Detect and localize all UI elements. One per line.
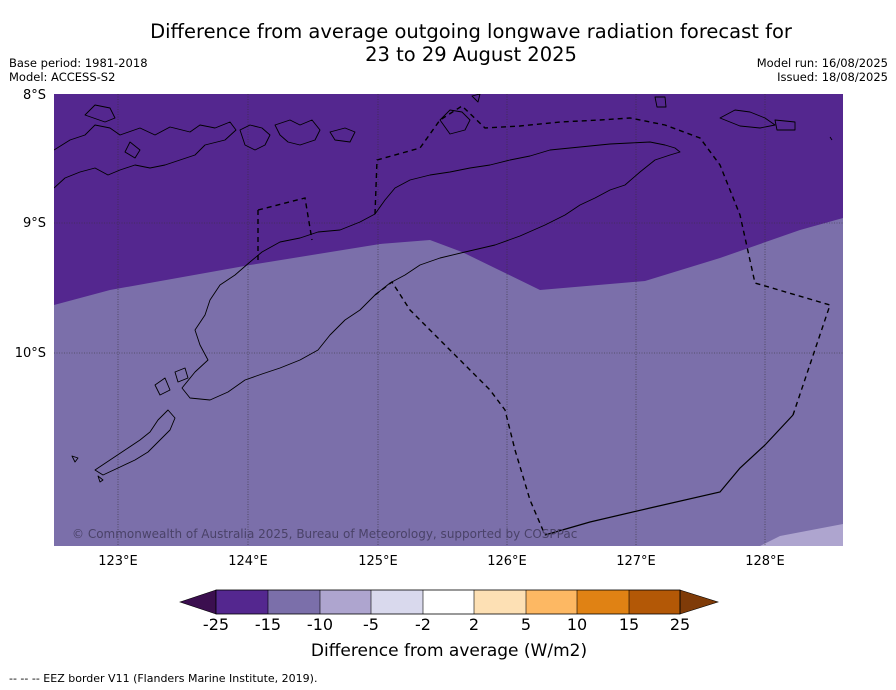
colorbar-swatch-4 bbox=[371, 590, 423, 614]
eez-border bbox=[257, 105, 831, 536]
eez-border-solid bbox=[544, 414, 794, 536]
colorbar-tick: 25 bbox=[670, 615, 690, 634]
model-run-date: Model run: 16/08/2025 bbox=[756, 56, 888, 70]
coastline-islet-j bbox=[97, 475, 104, 483]
colorbar-tick: -2 bbox=[415, 615, 431, 634]
anomaly-field-weak bbox=[760, 524, 843, 546]
coastline-flores bbox=[54, 121, 237, 189]
eez-footnote: -- -- -- EEZ border V11 (Flanders Marine… bbox=[9, 672, 318, 685]
colorbar-tick: 10 bbox=[567, 615, 587, 634]
model-name: Model: ACCESS-S2 bbox=[9, 70, 116, 84]
colorbar-tick: -5 bbox=[363, 615, 379, 634]
colorbar-swatch-7 bbox=[526, 590, 577, 614]
coastline-islet-d bbox=[329, 127, 356, 143]
coastline-islet-b bbox=[124, 141, 141, 159]
colorbar-arrow-high bbox=[679, 589, 719, 615]
lon-label-128e: 128°E bbox=[745, 554, 785, 569]
coastline-islet-h bbox=[829, 136, 833, 141]
eez-segment-north bbox=[374, 105, 831, 416]
colorbar: -25 -15 -10 -5 -2 2 5 10 15 25 bbox=[179, 589, 719, 634]
coastline-sawu bbox=[174, 367, 189, 383]
coastlines bbox=[54, 94, 833, 483]
model-info: Base period: 1981-2018 Model: ACCESS-S2 bbox=[9, 56, 148, 84]
colorbar-tick: -25 bbox=[203, 615, 229, 634]
colorbar-swatch-2 bbox=[268, 590, 320, 614]
anomaly-field-strong bbox=[54, 94, 843, 305]
coastline-rote bbox=[154, 377, 171, 396]
coastline-islet-c bbox=[239, 124, 271, 151]
coastline-islet-a bbox=[84, 104, 116, 123]
coastline-alor bbox=[274, 119, 321, 146]
issued-date: Issued: 18/08/2025 bbox=[777, 70, 888, 84]
base-period: Base period: 1981-2018 bbox=[9, 56, 148, 70]
run-info: Model run: 16/08/2025 Issued: 18/08/2025 bbox=[757, 56, 888, 84]
colorbar-dividers bbox=[267, 590, 630, 614]
graticule bbox=[54, 94, 843, 546]
coastline-babar bbox=[719, 109, 776, 129]
lon-label-123e: 123°E bbox=[98, 554, 138, 569]
lat-label-10s: 10°S bbox=[15, 346, 46, 361]
colorbar-tick: 15 bbox=[619, 615, 639, 634]
lon-label-126e: 126°E bbox=[487, 554, 527, 569]
colorbar-tick: -15 bbox=[255, 615, 281, 634]
colorbar-ticks: -25 -15 -10 -5 -2 2 5 10 15 25 bbox=[203, 615, 690, 634]
title-line-1: Difference from average outgoing longwav… bbox=[150, 20, 792, 43]
map-title: Difference from average outgoing longwav… bbox=[100, 20, 842, 66]
lat-label-8s: 8°S bbox=[23, 88, 46, 103]
coastline-sumba bbox=[94, 409, 176, 476]
lat-label-9s: 9°S bbox=[23, 216, 46, 231]
lon-label-125e: 125°E bbox=[358, 554, 398, 569]
lon-label-124e: 124°E bbox=[228, 554, 268, 569]
title-line-2: 23 to 29 August 2025 bbox=[365, 43, 577, 66]
colorbar-label: Difference from average (W/m2) bbox=[310, 641, 588, 661]
coastline-timor-south bbox=[181, 261, 376, 401]
coastline-islet-f bbox=[654, 96, 667, 108]
coastline-islet-i bbox=[71, 455, 79, 463]
longitude-labels: 123°E 124°E 125°E 126°E 127°E 128°E bbox=[98, 554, 785, 569]
coastline-islet-g bbox=[774, 119, 796, 131]
colorbar-swatch-5 bbox=[423, 590, 474, 614]
colorbar-swatch-6 bbox=[474, 590, 526, 614]
colorbar-swatch-1 bbox=[216, 590, 268, 614]
colorbar-swatch-9 bbox=[629, 590, 680, 614]
eez-segment-south-west bbox=[374, 280, 546, 536]
colorbar-arrow-low bbox=[179, 589, 217, 615]
lon-label-127e: 127°E bbox=[616, 554, 656, 569]
coastline-islet-e bbox=[471, 94, 481, 103]
map-panel: © Commonwealth of Australia 2025, Bureau… bbox=[54, 94, 843, 546]
colorbar-swatch-3 bbox=[320, 590, 371, 614]
colorbar-tick: 2 bbox=[469, 615, 479, 634]
colorbar-tick: 5 bbox=[521, 615, 531, 634]
colorbar-swatch-8 bbox=[577, 590, 629, 614]
latitude-labels: 8°S 9°S 10°S bbox=[15, 88, 46, 361]
copyright-text: © Commonwealth of Australia 2025, Bureau… bbox=[72, 527, 577, 541]
eez-segment-north-west bbox=[257, 197, 313, 262]
colorbar-frame bbox=[215, 589, 681, 615]
colorbar-tick: -10 bbox=[307, 615, 333, 634]
coastline-wetar bbox=[439, 109, 471, 135]
